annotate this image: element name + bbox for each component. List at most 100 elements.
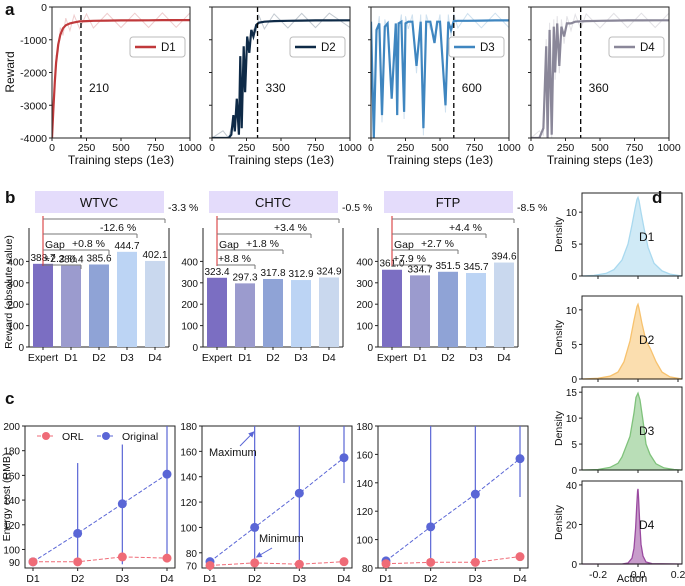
gap-percent: +4.4 %	[449, 222, 482, 234]
bar-value-label: 324.9	[316, 266, 341, 277]
legend-marker-Original	[102, 432, 110, 440]
panel-letter-b: b	[5, 188, 15, 207]
y-tick-label: 100	[3, 545, 20, 556]
point-Original-D4	[162, 469, 172, 479]
panel-letter-a: a	[5, 0, 15, 19]
legend-box	[289, 36, 346, 58]
legend-label-D3: D3	[480, 42, 495, 54]
reward-plot-D1: 210 0 250 500 750 1000 Training steps (1e3) 0 -1…	[20, 2, 202, 167]
bar-value-label: 380.4	[58, 255, 83, 266]
convergence-label-D3: 600	[462, 81, 482, 95]
density-label-D2: D2	[639, 333, 655, 347]
bar-D2	[263, 278, 283, 347]
x-tick-label: -0.2	[589, 569, 607, 581]
x-tick-label: D2	[266, 352, 280, 364]
bar-value-label: 402.1	[142, 250, 167, 261]
bar-Expert	[382, 269, 402, 347]
bar-value-label: 317.8	[260, 268, 285, 279]
y-tick-label: 200	[3, 422, 20, 433]
x-tick-label: D1	[238, 352, 252, 364]
point-ORL-D4	[515, 552, 525, 562]
gap-percent: +8.8 %	[218, 253, 251, 265]
bar-value-label: 323.4	[204, 267, 229, 278]
y-tick-label: 200	[181, 300, 198, 311]
y-tick-label: 40	[566, 481, 578, 492]
reward-plot-D2: 330 0 250 500 750 1000 Training steps (1e3) D2	[209, 6, 362, 167]
x-axis-label: Training steps (1e3)	[547, 153, 653, 167]
bar-value-label: 312.9	[288, 269, 313, 280]
y-tick-label: 400	[356, 257, 373, 268]
gap-percent: -8.5 %	[517, 202, 547, 214]
bar-value-label: 385.6	[86, 253, 111, 264]
cost-plot-2: 80 100 120 140 160 180 70 D1 D2 D3 D4 Maximum Minimu…	[180, 422, 353, 585]
axes-frame	[581, 386, 683, 471]
x-tick-label: D2	[248, 573, 262, 585]
x-tick-label: 1000	[338, 142, 362, 154]
cost-plot-1: 100 120 140 160 180 200 90 D1 D2 D3 D4 ORL Original	[3, 422, 176, 585]
y-tick-label: -2000	[20, 68, 47, 80]
x-tick-label: 750	[147, 142, 165, 154]
y-tick-label: 90	[9, 558, 21, 569]
x-tick-label: D1	[26, 573, 40, 585]
y-tick-label: 120	[356, 507, 373, 518]
y-tick-label: 15	[566, 388, 578, 399]
y-tick-label: 200	[7, 300, 24, 311]
bar-D4	[319, 277, 339, 347]
bar-value-label: 334.7	[407, 264, 432, 275]
line-Original	[209, 457, 345, 563]
x-tick-label: D4	[148, 352, 162, 364]
x-tick-label: D4	[513, 573, 527, 585]
reward-plot-D3: 600 0 250 500 750 1000 Training steps (1e3) D3	[368, 6, 521, 167]
reward-plot-D4: 360 0 250 500 750 1000 Training steps (1e3) D4	[528, 6, 681, 167]
point-Original-D2	[73, 528, 83, 538]
bar-value-label: 345.7	[463, 262, 488, 273]
gap-percent: +7.9 %	[393, 253, 426, 265]
group-title: WTVC	[80, 195, 118, 210]
y-axis-label-b: Reward (absolute value)	[3, 235, 15, 349]
x-tick-label: 1000	[497, 142, 521, 154]
y-tick-label: 140	[180, 473, 197, 484]
gap-percent: +0.8 %	[72, 238, 105, 250]
point-ORL-D1	[205, 560, 215, 570]
group-title: CHTC	[255, 195, 291, 210]
density-area-D2	[581, 302, 683, 380]
x-tick-label: D3	[116, 573, 130, 585]
gap-percent: +3.4 %	[274, 222, 307, 234]
y-tick-label: 180	[3, 447, 20, 458]
gap-label: Gap	[394, 239, 414, 251]
density-plot-D3: 0 5 10 15 D3 Density	[553, 386, 683, 477]
bar-D4	[494, 262, 514, 347]
gap-percent: +2.2 %	[44, 253, 77, 265]
x-tick-label: D2	[92, 352, 106, 364]
y-tick-label: 10	[566, 306, 578, 317]
axes-frame	[201, 425, 353, 569]
axes-frame	[581, 192, 683, 277]
y-tick-label: 0	[367, 343, 373, 354]
bar-D1	[410, 275, 430, 347]
bar-D4	[145, 260, 165, 347]
x-tick-label: Expert	[28, 352, 58, 364]
line-Original	[32, 473, 168, 563]
x-tick-label: D1	[379, 573, 393, 585]
point-Original-D2	[250, 522, 260, 532]
legend-label-D2: D2	[321, 42, 336, 54]
x-tick-label: D3	[294, 352, 308, 364]
point-ORL-D2	[73, 557, 83, 567]
x-tick-label: D3	[120, 352, 134, 364]
bar-D3	[466, 273, 486, 347]
y-tick-label: 10	[566, 208, 578, 219]
x-tick-label: 0	[49, 142, 55, 154]
y-tick-label: 80	[186, 549, 198, 560]
bar-D3	[117, 251, 137, 347]
bar-group-CHTC: CHTC 0 100 200 300 400 323.4 Expert 297.3 D1 317.8…	[181, 191, 372, 364]
group-header-bg	[209, 191, 338, 213]
legend-marker-ORL	[42, 432, 50, 440]
density-plot-D2: 0 5 10 D2 Density	[553, 295, 683, 386]
x-tick-label: 250	[557, 142, 575, 154]
y-tick-label: 100	[180, 523, 197, 534]
y-tick-label: 10	[566, 414, 578, 425]
gap-percent: +2.7 %	[421, 238, 454, 250]
axes-frame	[581, 480, 683, 565]
